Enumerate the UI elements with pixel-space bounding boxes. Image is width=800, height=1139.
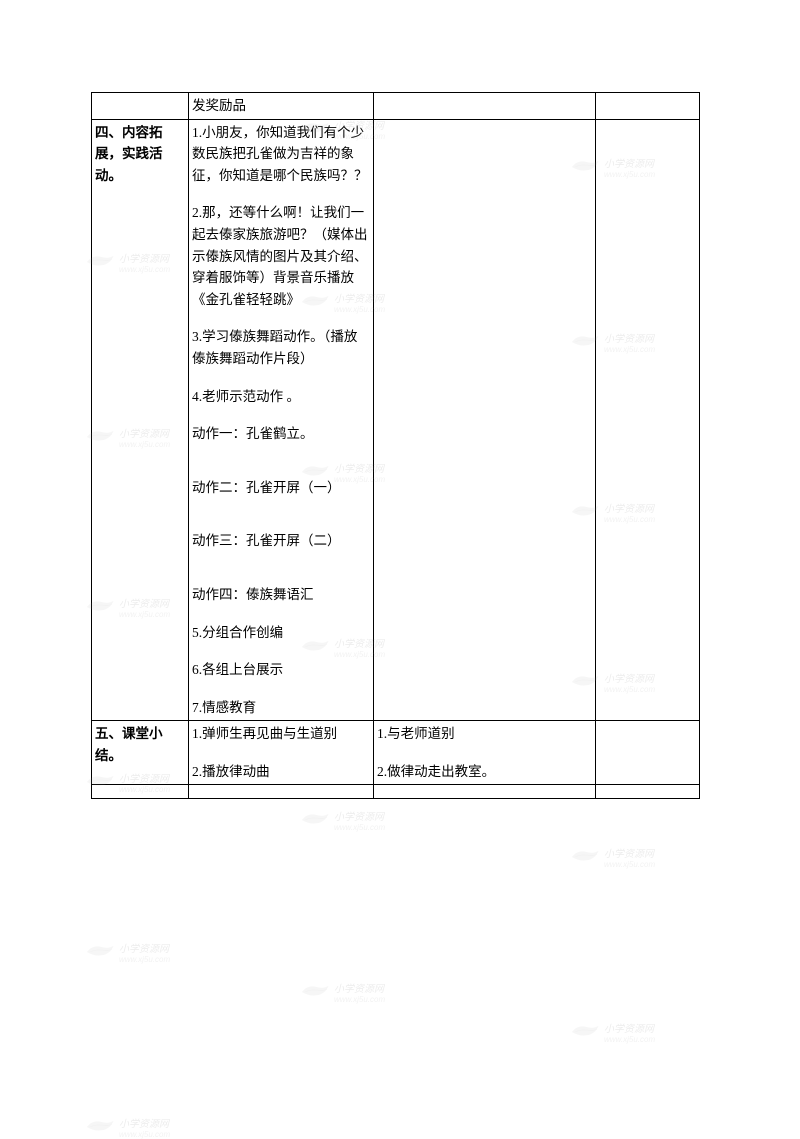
cell-empty [189,785,374,799]
table-row [92,785,700,799]
paragraph: 2.那，还等什么啊！让我们一起去傣家族旅游吧？（媒体出示傣族风情的图片及其介绍、… [192,202,370,310]
table-row: 发奖励品 [92,93,700,120]
table-row: 四、内容拓展，实践活动。 1.小朋友，你知道我们有个少数民族把孔雀做为吉祥的象征… [92,119,700,721]
paragraph: 动作二：孔雀开屏（一） [192,477,370,499]
spacer [192,445,370,477]
lesson-plan-table: 发奖励品 四、内容拓展，实践活动。 1.小朋友，你知道我们有个少数民族把孔雀做为… [91,92,700,799]
paragraph: 2.播放律动曲 [192,761,370,783]
spacer [192,552,370,584]
cell-student-activity: 1.与老师道别 2.做律动走出教室。 [374,721,596,785]
watermark: 小学资源网www.xj5u.com [570,845,655,869]
paragraph: 动作一：孔雀鹤立。 [192,423,370,445]
cell-student-activity [374,119,596,721]
paragraph: 动作三：孔雀开屏（二） [192,530,370,552]
cell-teacher-activity: 发奖励品 [189,93,374,120]
paragraph: 1.小朋友，你知道我们有个少数民族把孔雀做为吉祥的象征，你知道是哪个民族吗？？ [192,122,370,187]
table-row: 五、课堂小结。 1.弹师生再见曲与生道别 2.播放律动曲 1.与老师道别 2.做… [92,721,700,785]
cell-section-label: 五、课堂小结。 [92,721,189,785]
watermark: 小学资源网www.xj5u.com [85,940,170,964]
paragraph: 2.做律动走出教室。 [377,761,592,783]
cell-teacher-activity: 1.小朋友，你知道我们有个少数民族把孔雀做为吉祥的象征，你知道是哪个民族吗？？ … [189,119,374,721]
watermark: 小学资源网www.xj5u.com [300,808,385,832]
cell-teacher-activity: 1.弹师生再见曲与生道别 2.播放律动曲 [189,721,374,785]
cell-section-label [92,93,189,120]
spacer [192,498,370,530]
cell-notes [596,721,700,785]
paragraph: 4.老师示范动作 。 [192,386,370,408]
paragraph: 6.各组上台展示 [192,659,370,681]
watermark: 小学资源网www.xj5u.com [570,1020,655,1044]
cell-empty [596,785,700,799]
watermark: 小学资源网www.xj5u.com [85,1115,170,1139]
paragraph: 1.弹师生再见曲与生道别 [192,723,370,745]
cell-empty [374,785,596,799]
paragraph: 3.学习傣族舞蹈动作。（播放傣族舞蹈动作片段） [192,326,370,369]
document-page: 发奖励品 四、内容拓展，实践活动。 1.小朋友，你知道我们有个少数民族把孔雀做为… [91,92,699,799]
paragraph: 5.分组合作创编 [192,622,370,644]
cell-section-label: 四、内容拓展，实践活动。 [92,119,189,721]
paragraph: 动作四：傣族舞语汇 [192,584,370,606]
cell-notes [596,119,700,721]
cell-empty [92,785,189,799]
paragraph: 1.与老师道别 [377,723,592,745]
cell-student-activity [374,93,596,120]
paragraph: 7.情感教育 [192,697,370,719]
watermark: 小学资源网www.xj5u.com [300,980,385,1004]
cell-notes [596,93,700,120]
